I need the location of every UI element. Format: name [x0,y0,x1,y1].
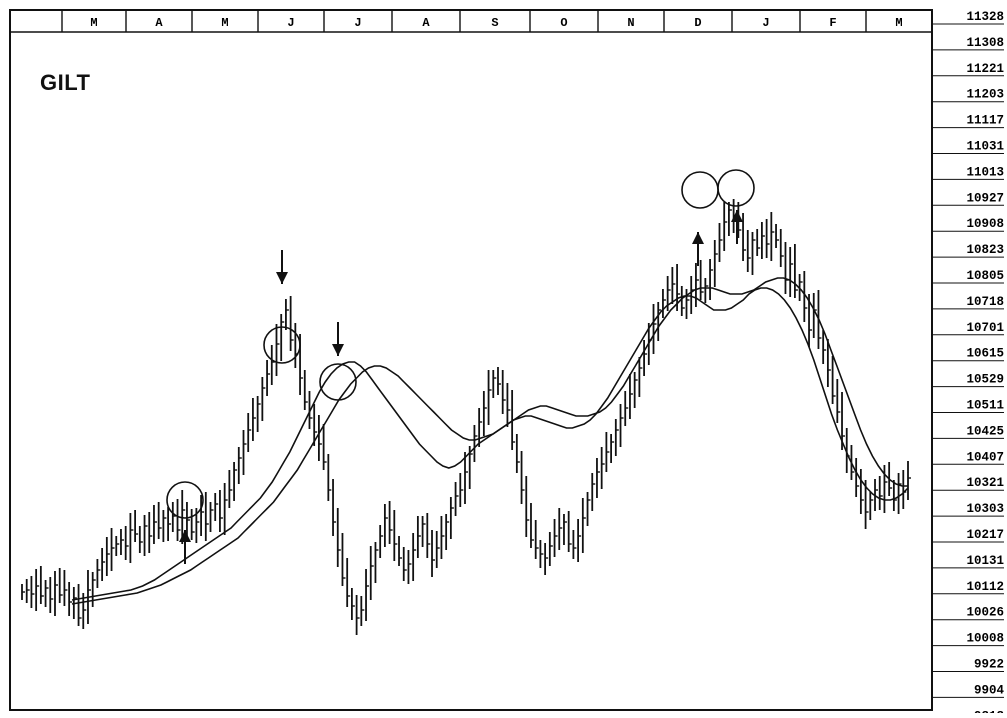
annotations [166,169,755,564]
y-tick-label: 10008 [966,632,1004,646]
crossover-circle [166,481,204,519]
y-tick-label: 10026 [966,606,1004,620]
buy-arrow-icon [731,210,743,244]
y-tick-label: 10511 [966,399,1004,413]
y-tick-label: 10321 [966,476,1004,490]
y-tick-label: 11117 [966,114,1004,128]
x-tick-label: D [694,16,701,30]
y-tick-label: 11221 [966,62,1004,76]
price-bars [21,199,911,635]
x-tick-label: N [627,16,634,30]
x-tick-label: S [491,16,498,30]
y-tick-label: 10529 [966,373,1004,387]
x-tick-label: A [155,16,163,30]
y-tick-label: 9922 [974,658,1004,672]
buy-arrow-icon [179,530,191,564]
x-tick-label: M [895,16,902,30]
plot-frame [9,9,933,711]
x-tick-label: M [90,16,97,30]
y-tick-label: 11328 [966,10,1004,24]
y-tick-label: 10701 [966,321,1004,335]
x-tick-label: O [560,16,567,30]
y-tick-label: 10131 [966,554,1004,568]
x-tick-label: J [287,16,294,30]
y-tick-label: 10718 [966,295,1004,309]
y-tick-label: 10217 [966,528,1004,542]
crossover-circle [717,169,755,207]
x-tick-label: M [221,16,228,30]
y-tick-label: 11308 [966,36,1004,50]
moving-average-fast [71,287,909,601]
sell-arrow-icon [332,322,344,356]
y-tick-label: 11013 [966,165,1004,179]
y-tick-label: 11031 [966,140,1004,154]
sell-arrow-icon [276,250,288,284]
x-tick-label: J [354,16,361,30]
y-tick-label: 10805 [966,269,1004,283]
y-axis: 11328 11308 11221 11203 11117 11031 11013 10927… [932,10,1005,718]
y-tick-label: 10927 [966,191,1004,205]
crossover-circle [263,326,301,364]
y-tick-label: 10425 [966,424,1004,438]
y-tick-label: 10407 [966,450,1004,464]
y-tick-label: 9818 [974,709,1004,713]
y-tick-label: 11203 [966,88,1004,102]
y-tick-label: 10823 [966,243,1004,257]
crossover-circle [681,171,719,209]
y-tick-label: 10303 [966,502,1004,516]
buy-arrow-icon [692,232,704,266]
y-tick-label: 10615 [966,347,1004,361]
x-tick-label: A [422,16,430,30]
y-tick-label: 9904 [974,683,1005,697]
y-tick-label: 10908 [966,217,1004,231]
moving-average-slow [71,277,908,605]
crossover-circle [319,363,357,401]
chart-title: GILT [40,70,91,95]
x-tick-label: F [829,16,836,30]
y-tick-label: 10112 [966,580,1004,594]
x-tick-label: J [762,16,769,30]
